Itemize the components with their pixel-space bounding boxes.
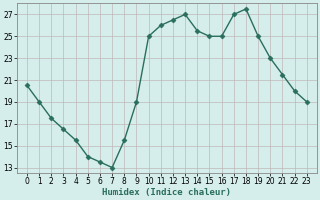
X-axis label: Humidex (Indice chaleur): Humidex (Indice chaleur) (102, 188, 231, 197)
